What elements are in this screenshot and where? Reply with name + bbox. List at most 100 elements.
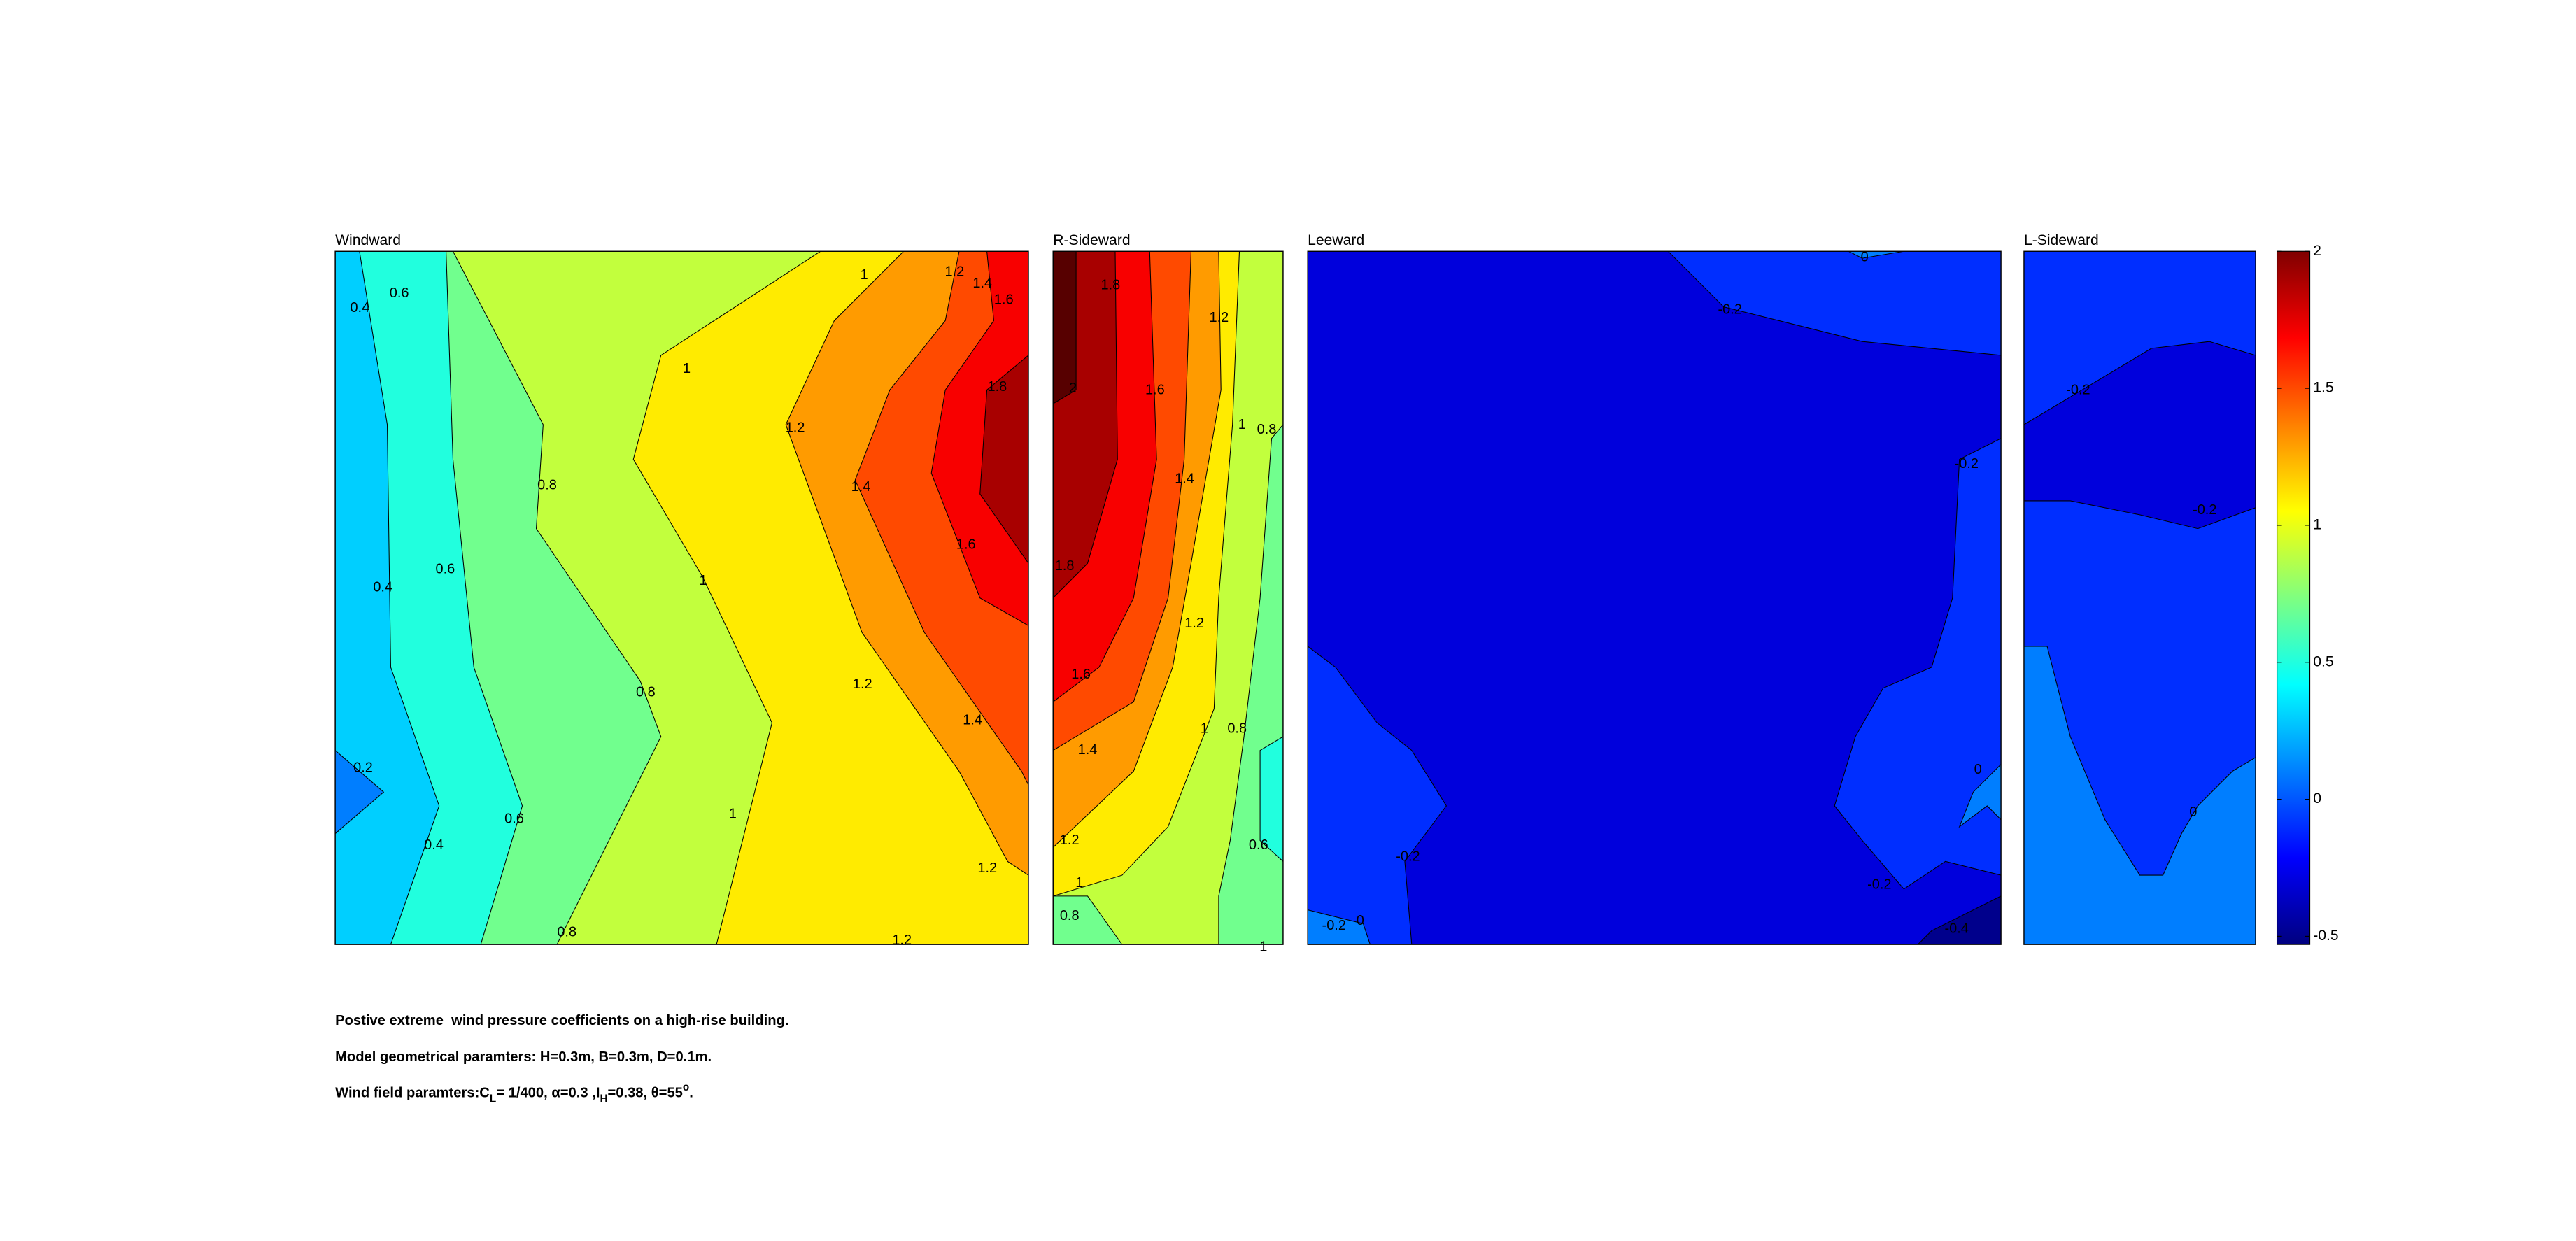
contour-band	[1308, 909, 1371, 945]
contour-panel: R-Sideward 1.8 1.2 2 1.6 1 0.8 1.4 1.8 1.2 1.6 1 0.8…	[1052, 232, 1284, 955]
contour-label: -0.2	[1322, 918, 1346, 933]
contour-band	[2023, 646, 2256, 945]
contour-band	[1308, 646, 1447, 945]
caption-text: =0.38, θ=55	[607, 1086, 682, 1101]
contour-label: 0.8	[636, 685, 656, 700]
contour-label: 1.2	[1060, 832, 1080, 848]
contour-label: 0.8	[557, 924, 576, 939]
contour-band	[1848, 251, 1904, 259]
contour-label: 1.2	[853, 676, 872, 692]
contour-label: 1	[700, 573, 707, 588]
contour-label: -0.2	[2066, 383, 2090, 398]
contour-band	[1958, 763, 2002, 828]
contour-label: 1	[1259, 939, 1267, 955]
colorbar-tick-label: 0	[2313, 790, 2321, 807]
panel-frame	[1052, 250, 1284, 945]
colorbar	[2276, 250, 2311, 945]
contour-band	[1308, 251, 2002, 945]
panel-title: R-Sideward	[1053, 232, 1130, 248]
contour-label: 1.6	[1145, 383, 1165, 398]
colorbar-tick-label: 1.5	[2313, 380, 2333, 396]
contour-panel: L-Sideward -0.2 -0.2 0	[2023, 232, 2256, 945]
contour-band	[1053, 251, 1077, 404]
panel-title: L-Sideward	[2024, 232, 2099, 248]
panel-body	[1053, 251, 1283, 945]
contour-label: 1.2	[1210, 310, 1229, 325]
contour-label: 1.6	[994, 292, 1014, 307]
contour-label: 0	[2189, 804, 2197, 820]
contour-label: 1.2	[1184, 616, 1204, 631]
panel-frame	[1307, 250, 2002, 945]
contour-label: 0.8	[537, 478, 557, 493]
caption-line: Postive extreme wind pressure coefficien…	[335, 1013, 788, 1028]
contour-label: 1	[1238, 417, 1246, 432]
panel-body	[1308, 251, 2002, 945]
contour-label: 1.2	[944, 264, 964, 279]
contour-label: 1.4	[1078, 742, 1098, 758]
contour-label: 1.2	[892, 932, 912, 948]
colorbar-tick-label: 2	[2313, 243, 2321, 259]
contour-label: 0.6	[390, 285, 409, 301]
contour-label: 1	[1201, 721, 1208, 736]
contour-label: 1.6	[956, 537, 976, 552]
caption-subscript: H	[600, 1093, 607, 1105]
contour-band	[2023, 341, 2256, 530]
contour-label: 1	[1075, 875, 1083, 891]
caption-text: .	[689, 1086, 693, 1101]
contour-label: 1.2	[977, 860, 997, 876]
contour-label: 0.6	[504, 811, 524, 826]
caption-line: Model geometrical paramters: H=0.3m, B=0…	[335, 1049, 712, 1065]
contour-label: 1.4	[963, 713, 982, 728]
contour-label: 1.4	[972, 276, 992, 291]
contour-label: 1	[683, 361, 691, 376]
contour-band	[1667, 251, 2002, 356]
caption-subscript: L	[490, 1093, 496, 1105]
contour-label: -0.2	[1718, 302, 1741, 317]
panel-frame	[334, 250, 1029, 945]
contour-band	[1834, 438, 2002, 890]
contour-label: 0.8	[1227, 721, 1247, 736]
caption-text: Wind field paramters:C	[335, 1086, 490, 1101]
contour-label: -0.4	[1945, 921, 1969, 937]
contour-label: 0.2	[353, 760, 373, 776]
contour-label: 0.4	[350, 300, 369, 315]
contour-label: 1	[729, 806, 737, 821]
panel-title: Windward	[335, 232, 401, 248]
contour-label: 0.6	[1249, 837, 1268, 853]
contour-label: 1.4	[1175, 471, 1194, 486]
contour-label: 1.6	[1071, 667, 1091, 682]
contour-panel: Leeward 0 -0.2 -0.2 0 -0.2 -0.2 -0.2 0 -0.4	[1307, 232, 2002, 945]
panel-title: Leeward	[1308, 232, 1364, 248]
panel-body	[335, 251, 1028, 945]
panel-body	[2023, 251, 2256, 945]
contour-label: 1.8	[1055, 558, 1075, 574]
colorbar-tick-label: 0.5	[2313, 653, 2333, 669]
contour-label: 0.8	[1257, 422, 1277, 437]
contour-label: 1.8	[988, 379, 1007, 395]
contour-label: 1.4	[851, 479, 871, 495]
contour-band	[930, 251, 1028, 627]
caption-text: = 1/400, α=0.3 ,I	[496, 1086, 600, 1101]
contour-label: 0	[1974, 762, 1982, 777]
contour-label: -0.2	[1955, 456, 1979, 471]
panel-frame	[2023, 250, 2256, 945]
caption-line: Wind field paramters:CL= 1/400, α=0.3 ,I…	[335, 1082, 693, 1105]
contour-band	[979, 355, 1028, 565]
contour-label: -0.2	[1396, 849, 1420, 864]
contour-label: 0.8	[1060, 908, 1080, 923]
contour-label: 0	[1861, 249, 1869, 264]
caption-superscript: o	[683, 1082, 689, 1093]
colorbar-tick-label: 1	[2313, 517, 2321, 533]
contour-label: 0.4	[373, 579, 392, 595]
contour-label: 1	[861, 267, 868, 283]
contour-label: 1.2	[786, 420, 805, 436]
contour-label: 0.6	[436, 561, 455, 576]
contour-label: 1.8	[1101, 277, 1121, 292]
contour-label: 2	[1069, 381, 1077, 396]
contour-label: -0.2	[1867, 877, 1891, 892]
contour-label: 0	[1357, 913, 1364, 928]
